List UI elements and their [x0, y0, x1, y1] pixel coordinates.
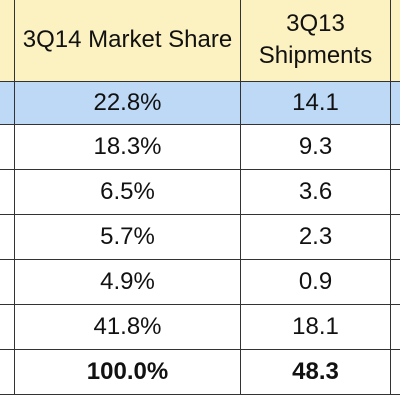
cell: 100.0% [14, 349, 241, 395]
cell: 5.7% [14, 214, 241, 260]
cut-cell [390, 81, 400, 125]
cell: 18.1 [240, 304, 391, 350]
data-row: 6.5% 3.6 [0, 169, 400, 215]
cell: 0.9 [240, 259, 391, 305]
cut-cell [390, 214, 400, 260]
cut-cell [0, 0, 15, 82]
cut-cell [0, 349, 15, 395]
cell: 6.5% [14, 169, 241, 215]
total-row: 100.0% 48.3 [0, 349, 400, 395]
cut-cell [0, 304, 15, 350]
data-row: 5.7% 2.3 [0, 214, 400, 260]
cut-cell [0, 81, 15, 125]
cell: 41.8% [14, 304, 241, 350]
cut-cell [390, 349, 400, 395]
cut-cell [390, 0, 400, 82]
cut-cell [390, 304, 400, 350]
cell: 2.3 [240, 214, 391, 260]
cell: 22.8% [14, 81, 241, 125]
cut-cell [390, 259, 400, 305]
data-row: 4.9% 0.9 [0, 259, 400, 305]
cut-cell [0, 259, 15, 305]
cell: 18.3% [14, 124, 241, 170]
cut-cell [390, 169, 400, 215]
cell: 3.6 [240, 169, 391, 215]
data-row: 18.3% 9.3 [0, 124, 400, 170]
cell: 3Q13 Shipments [240, 0, 391, 82]
cell: 3Q14 Market Share [14, 0, 241, 82]
cell: 14.1 [240, 81, 391, 125]
cell: 48.3 [240, 349, 391, 395]
cut-cell [0, 214, 15, 260]
cut-cell [0, 124, 15, 170]
data-row: 22.8% 14.1 [0, 81, 400, 125]
cut-cell [390, 124, 400, 170]
cell: 9.3 [240, 124, 391, 170]
cut-cell [0, 169, 15, 215]
cell: 4.9% [14, 259, 241, 305]
header-row: 3Q14 Market Share 3Q13 Shipments [0, 0, 400, 82]
data-row: 41.8% 18.1 [0, 304, 400, 350]
